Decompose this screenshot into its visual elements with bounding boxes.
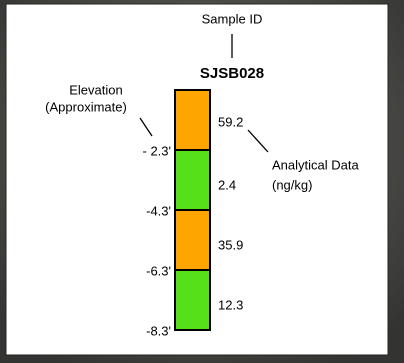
- interval: [175, 270, 210, 330]
- sample-label: Sample ID: [202, 11, 263, 26]
- value-label: 12.3: [218, 297, 243, 312]
- page: Sample ID SJSB028 Elevation (Approximate…: [0, 0, 404, 363]
- diagram: Sample ID SJSB028 Elevation (Approximate…: [0, 0, 404, 363]
- interval: [175, 90, 210, 150]
- data-label: (ng/kg): [272, 177, 312, 192]
- interval: [175, 150, 210, 210]
- value-label: 2.4: [218, 177, 236, 192]
- interval: [175, 210, 210, 270]
- elevation-label: Elevation: [69, 82, 122, 97]
- elevation-label: (Approximate): [45, 99, 127, 114]
- value-label: 35.9: [218, 237, 243, 252]
- data-label: Analytical Data: [272, 157, 359, 172]
- depth-label: -6.3': [146, 263, 171, 278]
- value-label: 59.2: [218, 114, 243, 129]
- depth-label: -4.3': [146, 203, 171, 218]
- sample-id: SJSB028: [200, 65, 264, 82]
- depth-label: -8.3': [146, 323, 171, 338]
- depth-label: - 2.3': [143, 143, 172, 158]
